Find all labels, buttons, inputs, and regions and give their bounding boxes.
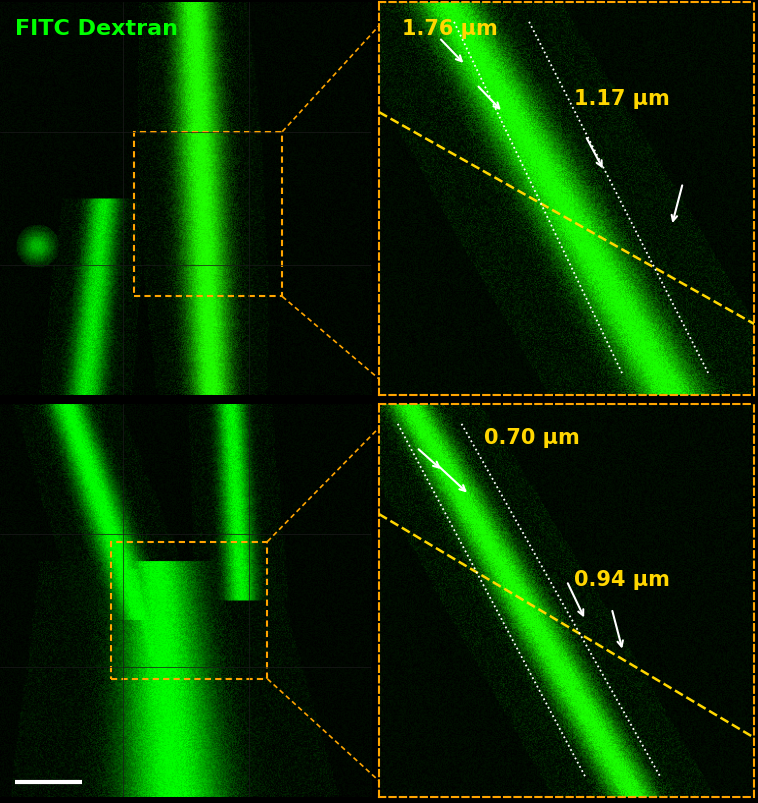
Text: FITC Dextran: FITC Dextran [15, 19, 178, 39]
Bar [133, 132, 282, 297]
Text: 0.94 μm: 0.94 μm [574, 569, 670, 589]
Text: 0.70 μm: 0.70 μm [484, 428, 580, 448]
Text: 1.76 μm: 1.76 μm [402, 18, 497, 39]
Text: 1.17 μm: 1.17 μm [574, 89, 670, 109]
Bar [111, 542, 268, 679]
